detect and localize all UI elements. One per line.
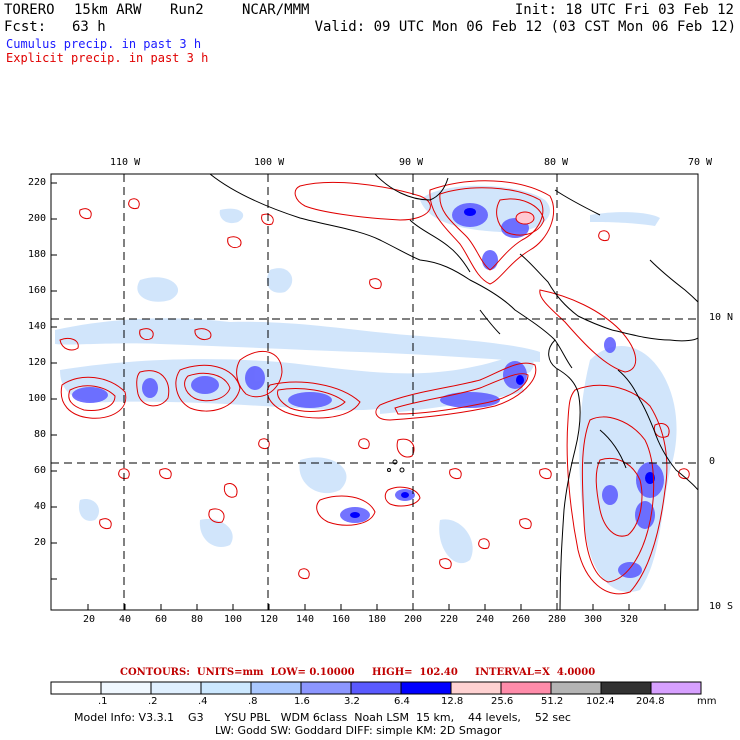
model-name: TORERO [4,2,55,18]
explicit-precip-max [515,211,535,225]
x-label-100: 100 [224,614,243,625]
colorbar-swatch [650,681,702,695]
x-label-120: 120 [260,614,279,625]
colorbar [50,681,702,695]
colorbar-label: 102.4 [586,696,615,707]
colorbar-label: .1 [98,696,108,707]
lon-label-90w: 90 W [399,157,424,168]
colorbar-swatch [450,681,502,695]
x-label-320: 320 [620,614,639,625]
coastlines [209,174,698,610]
colorbar-label: 204.8 [636,696,665,707]
colorbar-label: 25.6 [491,696,514,707]
y-label-220: 220 [28,177,47,188]
colorbar-unit: mm [697,696,717,707]
org-label: NCAR/MMM [242,2,310,18]
colorbar-swatch [350,681,402,695]
y-label-80: 80 [34,429,47,440]
contours-info: CONTOURS: UNITS=mm LOW= 0.10000 HIGH= 10… [120,667,596,678]
x-label-200: 200 [404,614,423,625]
colorbar-label: .4 [198,696,208,707]
model-resolution: 15km ARW [74,2,142,18]
colorbar-swatch [100,681,152,695]
legend-explicit: Explicit precip. in past 3 h [6,51,209,65]
colorbar-label: 12.8 [441,696,464,707]
run-label: Run2 [170,2,204,18]
colorbar-swatch [300,681,352,695]
x-label-160: 160 [332,614,351,625]
colorbar-label: 1.6 [294,696,310,707]
lat-label-10s: 10 S [709,601,734,612]
colorbar-swatch [200,681,252,695]
latlon-grid [51,174,698,610]
y-label-20: 20 [34,537,47,548]
model-physics: LW: Godd SW: Goddard DIFF: simple KM: 2D… [215,724,502,737]
colorbar-swatch [250,681,302,695]
legend-cumulus: Cumulus precip. in past 3 h [6,37,202,51]
init-time: Init: 18 UTC Fri 03 Feb 12 [514,2,734,18]
colorbar-label: 3.2 [344,696,360,707]
colorbar-swatch [400,681,452,695]
colorbar-swatch [500,681,552,695]
colorbar-label: 51.2 [541,696,564,707]
forecast-label: Fcst: [4,19,47,35]
colorbar-swatch [150,681,202,695]
colorbar-swatch [50,681,102,695]
x-label-140: 140 [296,614,315,625]
colorbar-label: 6.4 [394,696,410,707]
x-label-300: 300 [584,614,603,625]
colorbar-label: .8 [248,696,258,707]
forecast-hour: 63 h [72,19,106,35]
lon-label-70w: 70 W [688,157,713,168]
x-label-220: 220 [440,614,459,625]
x-label-60: 60 [155,614,168,625]
lat-label-10n: 10 N [709,312,734,323]
y-label-40: 40 [34,501,47,512]
colorbar-swatch [550,681,602,695]
x-label-20: 20 [83,614,96,625]
x-label-280: 280 [548,614,567,625]
y-label-200: 200 [28,213,47,224]
lon-label-80w: 80 W [544,157,569,168]
x-label-180: 180 [368,614,387,625]
cumulus-precip-field [55,185,677,592]
y-label-120: 120 [28,357,47,368]
y-label-180: 180 [28,249,47,260]
lat-label-0: 0 [709,456,716,467]
y-label-60: 60 [34,465,47,476]
colorbar-swatch [600,681,652,695]
lon-label-110w: 110 W [110,157,141,168]
y-label-140: 140 [28,321,47,332]
colorbar-label: .2 [148,696,158,707]
x-label-80: 80 [191,614,204,625]
y-label-160: 160 [28,285,47,296]
x-label-40: 40 [119,614,132,625]
valid-time: Valid: 09 UTC Mon 06 Feb 12 (03 CST Mon … [314,19,736,35]
x-label-240: 240 [476,614,495,625]
x-label-260: 260 [512,614,531,625]
y-label-100: 100 [28,393,47,404]
lon-label-100w: 100 W [254,157,285,168]
model-info: Model Info: V3.3.1 G3 YSU PBL WDM 6class… [74,711,571,724]
